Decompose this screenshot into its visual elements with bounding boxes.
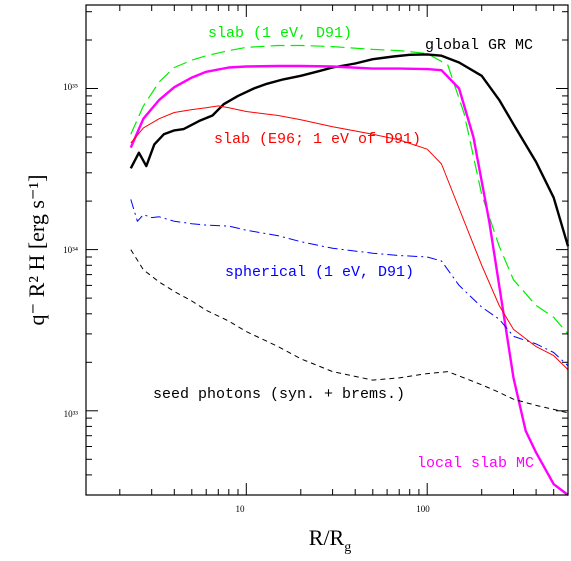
x-axis-label-main: R/R (309, 525, 345, 550)
annotation-slab-e96: slab (E96; 1 eV of D91) (214, 131, 421, 148)
x-tick-label-100: 100 (416, 504, 430, 514)
series-line-global-gr-mc (129, 53, 570, 247)
annotation-global-gr-mc: global GR MC (425, 37, 533, 54)
annotation-spherical: spherical (1 eV, D91) (225, 264, 414, 281)
axis-ticks-group (86, 5, 569, 496)
y-tick-label-1e34: 10³⁴ (63, 245, 78, 255)
y-tick-label-1e35: 10³⁵ (63, 82, 78, 92)
plot-frame (85, 4, 569, 496)
x-axis-label: R/Rg (309, 525, 351, 555)
y-axis-label: q⁻ R² H [erg s⁻¹] (24, 175, 49, 326)
annotation-local-slab-mc: local slab MC (417, 455, 534, 472)
y-tick-label-1e33: 10³³ (64, 409, 79, 419)
annotation-slab-1ev-d91: slab (1 eV, D91) (208, 25, 352, 42)
series-line-local-slab-mc (129, 64, 569, 496)
series-line-slab-1-ev-d91 (130, 44, 569, 335)
series-line-slab-e96-1-ev-of-d91 (130, 105, 569, 370)
annotation-seed-photons: seed photons (syn. + brems.) (153, 386, 405, 403)
series-line-spherical-1-ev-d91 (130, 199, 569, 367)
x-axis-label-subscript: g (344, 540, 351, 555)
x-tick-label-10: 10 (236, 504, 246, 514)
data-series-group (129, 44, 570, 496)
